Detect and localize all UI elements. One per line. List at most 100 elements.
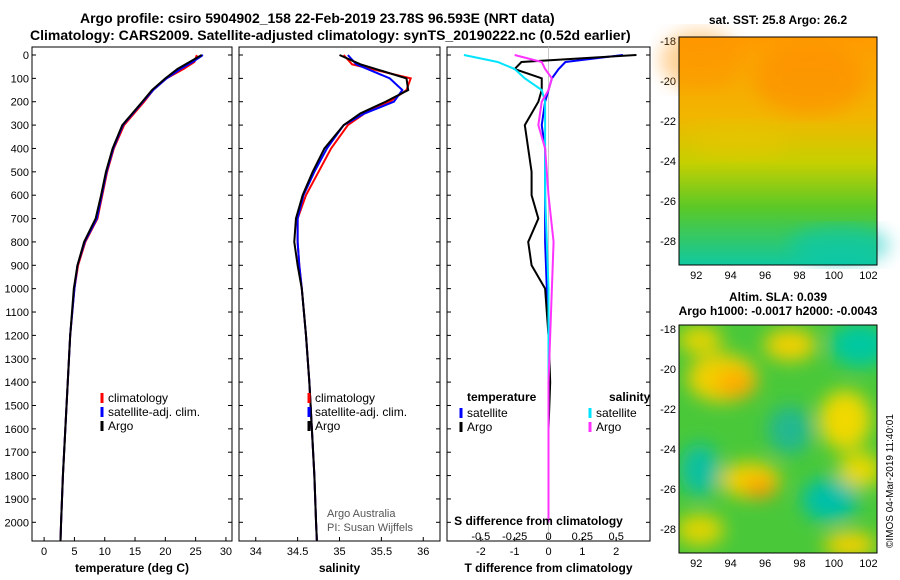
s-diff-label: S difference from climatology [454, 514, 623, 528]
y-tick-label: 600 [11, 190, 29, 202]
y-tick-label: 200 [11, 97, 29, 109]
map-y-tick-label: -24 [660, 156, 676, 168]
map-y-tick-label: -18 [660, 324, 676, 336]
sla-map [678, 324, 878, 554]
map-y-tick-label: -20 [660, 364, 676, 376]
map-subtitle: Argo h1000: -0.0017 h2000: -0.0043 [679, 304, 878, 318]
series-s-satellite [463, 54, 550, 523]
axes-sst_map: sat. SST: 25.8 Argo: 26.2 92 94 96 98 100 102 -… [660, 13, 877, 282]
map-title: Altim. SLA: 0.039 [729, 290, 827, 304]
x-tick-label: 25 [190, 546, 202, 558]
x-tick-label: 36 [417, 546, 429, 558]
map-x-tick-label: 100 [825, 270, 843, 282]
legend-label: Argo [108, 419, 134, 433]
plot-frame [31, 46, 233, 542]
series-t-satellite [540, 54, 624, 523]
plot-frame [238, 46, 441, 542]
x-axis-label: salinity [319, 561, 361, 575]
x-tick-label: -2 [476, 546, 486, 558]
series-satellite [59, 54, 204, 542]
legend-label: satellite-adj. clim. [315, 405, 407, 419]
x-tick-label: 2 [613, 546, 619, 558]
map-x-tick-label: 102 [859, 558, 877, 570]
x-tick-label: 15 [129, 546, 141, 558]
y-tick-label: 300 [11, 120, 29, 132]
legend-label: Argo [315, 419, 341, 433]
legend-label: satellite [596, 406, 637, 420]
x-tick-label: 35 [333, 546, 345, 558]
y-tick-label: 1900 [5, 494, 29, 506]
legend-label: Argo [596, 420, 622, 434]
y-tick-label: 2000 [5, 517, 29, 529]
map-x-tick-label: 102 [859, 270, 877, 282]
y-tick-label: 900 [11, 260, 29, 272]
y-tick-label: 1500 [5, 400, 29, 412]
y-tick-label: 400 [11, 143, 29, 155]
y-tick-label: 1700 [5, 447, 29, 459]
y-tick-label: 0 [23, 50, 29, 62]
y-tick-label: 800 [11, 237, 29, 249]
y-tick-label: 1800 [5, 471, 29, 483]
s-tick-label: 0.5 [609, 531, 624, 543]
series-argo [59, 54, 203, 542]
y-tick-label: 1000 [5, 284, 29, 296]
x-tick-label: -1 [510, 546, 520, 558]
legend-label: satellite [467, 406, 508, 420]
y-tick-label: 1300 [5, 354, 29, 366]
x-tick-label: 20 [159, 546, 171, 558]
y-tick-label: 700 [11, 214, 29, 226]
figure-title-line2: Climatology: CARS2009. Satellite-adjuste… [30, 27, 631, 43]
series-t-argo [512, 54, 637, 523]
series-climatology [59, 54, 198, 542]
map-x-tick-label: 98 [793, 558, 805, 570]
x-tick-label: 35.5 [371, 546, 392, 558]
y-tick-label: 100 [11, 73, 29, 85]
figure-title-line1: Argo profile: csiro 5904902_158 22-Feb-2… [80, 10, 555, 26]
y-tick-label: 1100 [5, 307, 29, 319]
y-tick-label: 500 [11, 167, 29, 179]
panel-difference: -2 -1 0 1 2 T difference from climatology temp… [446, 46, 651, 575]
x-axis-label: T difference from climatology [464, 561, 632, 575]
map-x-tick-label: 100 [825, 558, 843, 570]
x-tick-label: 1 [579, 546, 585, 558]
sst-map [660, 30, 890, 266]
y-tick-label: 1600 [5, 424, 29, 436]
map-x-tick-label: 96 [759, 558, 771, 570]
credit-line2: PI: Susan Wijffels [327, 522, 413, 534]
map-x-tick-label: 94 [725, 558, 737, 570]
x-tick-label: 0 [545, 546, 551, 558]
legend-label: climatology [108, 391, 168, 405]
panel-salinity: 34 34.5 35 35.5 36 salinity climatologysatelli… [238, 46, 441, 575]
imos-stamp: ©IMOS 04-Mar-2019 11:40:01 [885, 414, 896, 548]
map-x-tick-label: 96 [759, 270, 771, 282]
legend-label: satellite-adj. clim. [108, 405, 200, 419]
x-tick-label: 5 [71, 546, 77, 558]
map-x-tick-label: 92 [690, 558, 702, 570]
legend-title-temperature: temperature [467, 390, 537, 404]
map-y-tick-label: -22 [660, 116, 676, 128]
x-tick-label: 34 [250, 546, 262, 558]
legend-title-salinity: salinity [609, 390, 651, 404]
legend-label: climatology [315, 391, 375, 405]
s-tick-label: 0 [545, 531, 551, 543]
x-tick-label: 10 [99, 546, 111, 558]
map-y-tick-label: -24 [660, 444, 676, 456]
map-y-tick-label: -26 [660, 196, 676, 208]
map-x-tick-label: 92 [690, 270, 702, 282]
map-y-tick-label: -22 [660, 404, 676, 416]
credit-line1: Argo Australia [327, 508, 396, 520]
s-tick-label: 0.25 [572, 531, 593, 543]
s-tick-label: -0.5 [471, 531, 490, 543]
x-tick-label: 34.5 [287, 546, 308, 558]
x-axis-label: temperature (deg C) [75, 561, 189, 575]
y-tick-label: 1200 [5, 330, 29, 342]
y-tick-label: 1400 [5, 377, 29, 389]
map-title: sat. SST: 25.8 Argo: 26.2 [709, 13, 848, 27]
map-x-tick-label: 98 [793, 270, 805, 282]
panel-temperature: 0 100 200 300 400 500 600 700 800 900 1000 1100 1200… [5, 46, 233, 575]
legend-label: Argo [467, 420, 493, 434]
s-tick-label: -0.25 [502, 531, 527, 543]
series-argo [293, 54, 410, 542]
